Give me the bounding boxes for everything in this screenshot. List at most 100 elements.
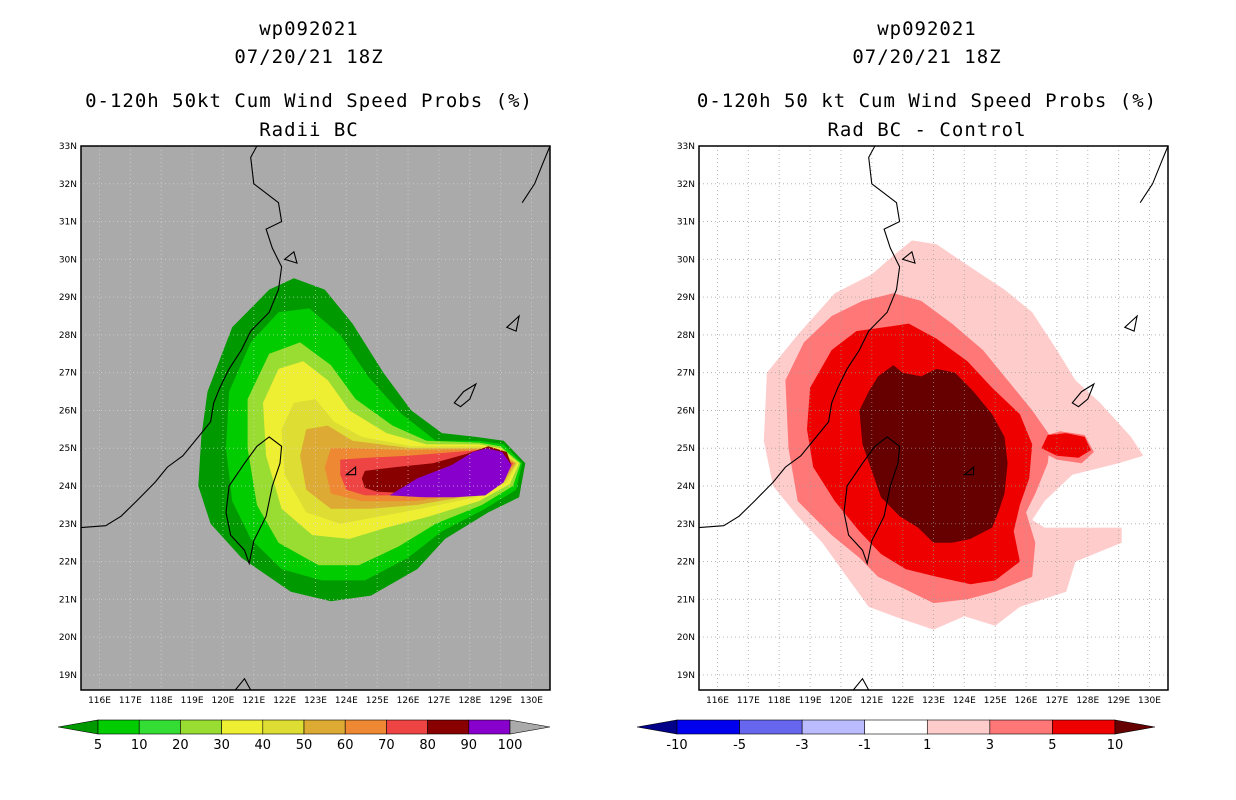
colorbar-label: 70 <box>378 738 395 753</box>
colorbar-box <box>386 719 428 735</box>
y-tick-label: 26N <box>677 406 695 416</box>
coastline-zhoushan <box>901 250 916 264</box>
x-tick-label: 122E <box>891 696 914 706</box>
coastline-ryukyu2 <box>1123 314 1138 332</box>
colorbar-label: 50 <box>296 738 313 753</box>
right-storm-id: wp092021 <box>877 18 977 40</box>
coastline-japan <box>1139 146 1168 204</box>
left-storm-id: wp092021 <box>259 18 359 40</box>
x-tick-label: 117E <box>119 696 142 706</box>
right-panel-label: Rad BC - Control <box>827 119 1027 141</box>
x-tick-label: 130E <box>520 696 543 706</box>
coastline-taiwan <box>225 436 283 566</box>
y-tick-label: 23N <box>677 520 695 530</box>
x-tick-label: 117E <box>737 696 760 706</box>
x-tick-label: 125E <box>366 696 389 706</box>
colorbar-box <box>180 719 222 735</box>
colorbar-right-arrow <box>1114 719 1156 735</box>
y-tick-label: 29N <box>59 293 77 303</box>
colorbar-box <box>344 719 387 735</box>
right-panel: wp092021 07/20/21 18Z 0-120h 50 kt Cum W… <box>618 0 1236 800</box>
colorbar-box <box>1052 719 1116 735</box>
colorbar-label: -10 <box>666 738 687 753</box>
y-tick-label: 21N <box>677 595 695 605</box>
x-tick-label: 121E <box>242 696 265 706</box>
y-tick-label: 30N <box>59 255 77 265</box>
colorbar-label: 10 <box>131 738 148 753</box>
x-tick-label: 119E <box>181 696 204 706</box>
colorbar-label: 40 <box>255 738 272 753</box>
colorbar-label: 1 <box>923 738 931 753</box>
coastline-japan <box>521 146 550 204</box>
right-map-chart: 116E 117E 118E 119E 120E 121E 122E 123E 124E 125E… <box>636 142 1169 753</box>
colorbar-box <box>97 719 140 735</box>
x-tick-label: 120E <box>829 696 852 706</box>
y-tick-label: 25N <box>59 444 77 454</box>
colorbar-box <box>262 719 305 735</box>
coastline-china <box>81 146 283 529</box>
x-tick-label: 129E <box>1107 696 1130 706</box>
y-tick-label: 29N <box>677 293 695 303</box>
coastline-ryukyu1 <box>453 382 478 408</box>
x-tick-label: 126E <box>1015 696 1038 706</box>
contour-region-10+ <box>859 365 1008 543</box>
x-tick-label: 121E <box>860 696 883 706</box>
colorbar-box <box>676 719 740 735</box>
colorbar-label: 5 <box>1048 738 1056 753</box>
y-tick-label: 24N <box>59 482 77 492</box>
colorbar-box <box>989 719 1053 735</box>
y-tick-label: 23N <box>59 520 77 530</box>
colorbar-label: 80 <box>419 738 436 753</box>
colorbar-box <box>138 719 181 735</box>
y-tick-label: 26N <box>59 406 77 416</box>
y-tick-label: 30N <box>677 255 695 265</box>
colorbar-box <box>864 719 928 735</box>
colorbar-left-arrow <box>636 719 678 735</box>
contour-region-5-10 <box>1041 433 1091 458</box>
x-tick-label: 116E <box>88 696 111 706</box>
x-tick-label: 118E <box>150 696 173 706</box>
y-tick-label: 25N <box>677 444 695 454</box>
x-tick-label: 119E <box>799 696 822 706</box>
coastline-yaeyama <box>344 465 357 476</box>
x-tick-label: 120E <box>211 696 234 706</box>
colorbar-label: -5 <box>733 738 746 753</box>
y-tick-label: 28N <box>677 331 695 341</box>
colorbar-box <box>926 719 991 735</box>
colorbar-box <box>221 719 264 735</box>
y-tick-label: 27N <box>59 369 77 379</box>
colorbar-label: 3 <box>986 738 994 753</box>
x-tick-label: 130E <box>1138 696 1161 706</box>
coastline-luzon <box>234 677 252 690</box>
colorbar-label: 20 <box>172 738 189 753</box>
y-tick-label: 19N <box>677 671 695 681</box>
plot-frame <box>698 145 1169 691</box>
right-date-time: 07/20/21 18Z <box>852 46 1002 68</box>
x-tick-label: 116E <box>706 696 729 706</box>
coastline-zhoushan <box>283 250 298 264</box>
y-tick-label: 31N <box>59 218 77 228</box>
coastline-ryukyu1 <box>1071 382 1096 408</box>
x-tick-label: 128E <box>458 696 481 706</box>
x-tick-label: 127E <box>1045 696 1068 706</box>
left-map-chart: 116E 117E 118E 119E 120E 121E 122E 123E 124E 125E… <box>57 142 551 753</box>
coastline-ryukyu2 <box>505 314 520 332</box>
colorbar-box <box>303 719 346 735</box>
y-tick-label: 31N <box>677 218 695 228</box>
x-tick-label: 124E <box>953 696 976 706</box>
y-tick-label: 20N <box>59 633 77 643</box>
colorbar-label: 30 <box>213 738 230 753</box>
y-tick-label: 20N <box>677 633 695 643</box>
colorbar-label: -3 <box>796 738 809 753</box>
colorbar-label: -1 <box>858 738 871 753</box>
left-panel-label: Radii BC <box>259 119 359 141</box>
y-tick-label: 32N <box>677 180 695 190</box>
y-tick-label: 19N <box>59 671 77 681</box>
x-tick-label: 129E <box>489 696 512 706</box>
right-product-title: 0-120h 50 kt Cum Wind Speed Probs (%) <box>696 90 1158 112</box>
y-tick-label: 22N <box>59 558 77 568</box>
y-tick-label: 28N <box>59 331 77 341</box>
x-tick-label: 128E <box>1076 696 1099 706</box>
y-tick-label: 33N <box>677 142 695 152</box>
y-tick-label: 27N <box>677 369 695 379</box>
